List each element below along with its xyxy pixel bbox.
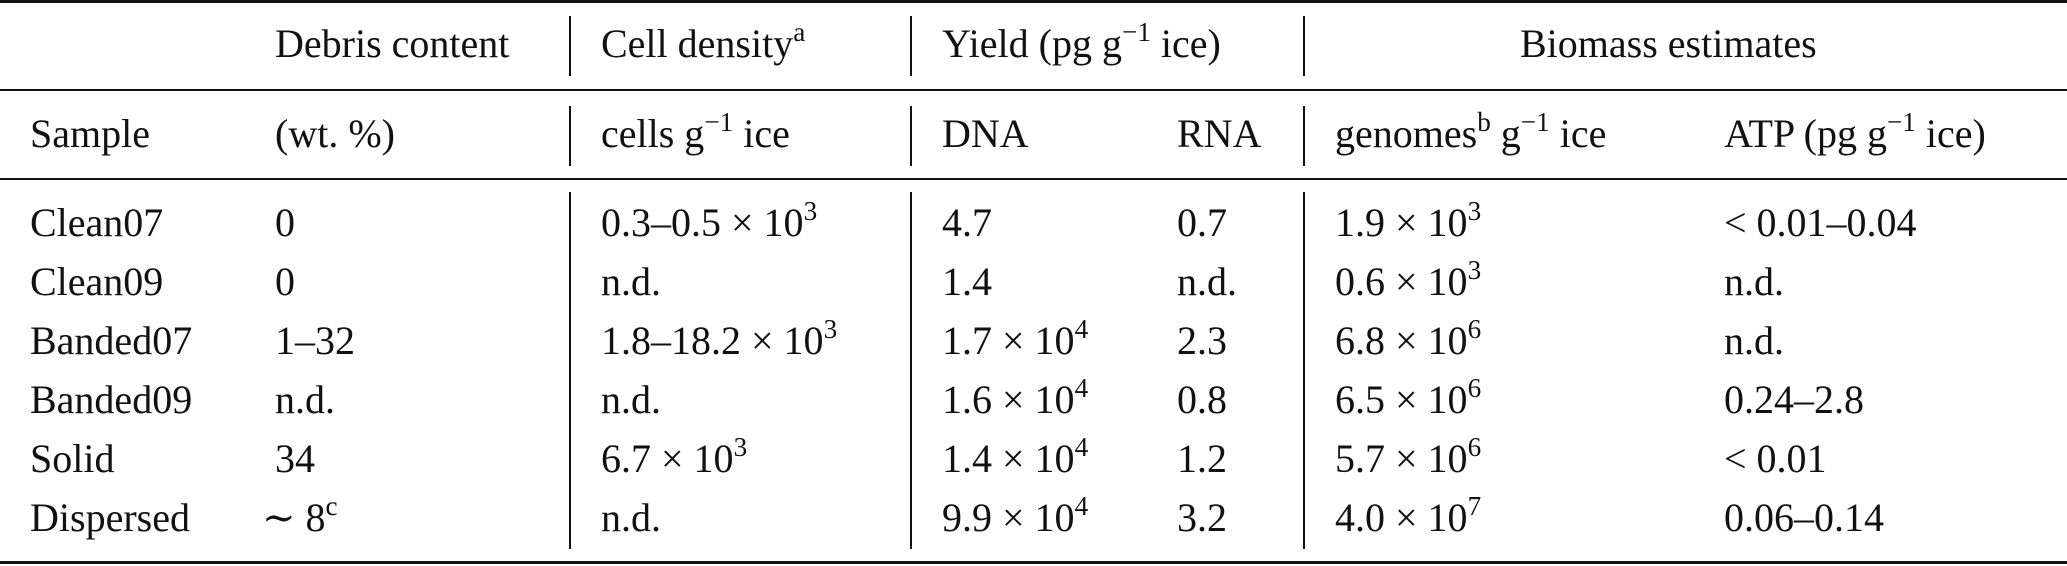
table-row: Dispersed ∼ 8c n.d. 9.9 × 104 3.2 4.0 × … bbox=[0, 491, 2067, 554]
cell-genomes: 1.9 × 103 bbox=[1335, 196, 1482, 245]
header-atp: ATP (pg g−1 ice) bbox=[1724, 107, 1986, 156]
column-divider bbox=[569, 192, 571, 549]
cell-atp: n.d. bbox=[1724, 318, 1784, 363]
header-bottom-rule bbox=[0, 178, 2067, 180]
cell-rna: 0.8 bbox=[1177, 377, 1227, 422]
header-yield: Yield (pg g−1 ice) bbox=[942, 17, 1221, 66]
column-divider bbox=[1303, 192, 1305, 549]
column-divider bbox=[910, 192, 912, 549]
cell-cells: n.d. bbox=[601, 377, 661, 422]
header-cells-per-gram: cells g−1 ice bbox=[601, 107, 790, 156]
cell-rna: n.d. bbox=[1177, 259, 1237, 304]
column-divider bbox=[1303, 106, 1305, 166]
cell-sample: Clean09 bbox=[30, 259, 164, 304]
cell-debris: 0 bbox=[275, 200, 295, 245]
cell-dna: 9.9 × 104 bbox=[942, 491, 1089, 540]
cell-debris: 34 bbox=[275, 436, 315, 481]
cell-dna: 1.7 × 104 bbox=[942, 314, 1089, 363]
cell-genomes: 0.6 × 103 bbox=[1335, 255, 1482, 304]
cell-sample: Banded09 bbox=[30, 377, 193, 422]
cell-debris: 1–32 bbox=[275, 318, 355, 363]
cell-debris: ∼ 8c bbox=[262, 491, 338, 540]
column-divider bbox=[910, 16, 912, 76]
header-rna: RNA bbox=[1177, 111, 1262, 156]
top-rule bbox=[0, 0, 2067, 3]
cell-rna: 3.2 bbox=[1177, 495, 1227, 540]
cell-debris: 0 bbox=[275, 259, 295, 304]
cell-debris: n.d. bbox=[275, 377, 335, 422]
cell-dna: 1.6 × 104 bbox=[942, 373, 1089, 422]
cell-rna: 1.2 bbox=[1177, 436, 1227, 481]
cell-dna: 4.7 bbox=[942, 200, 992, 245]
cell-cells: 1.8–18.2 × 103 bbox=[601, 314, 838, 363]
cell-atp: 0.06–0.14 bbox=[1724, 495, 1884, 540]
column-divider bbox=[569, 106, 571, 166]
cell-sample: Clean07 bbox=[30, 200, 164, 245]
column-divider bbox=[910, 106, 912, 166]
header-debris-content: Debris content bbox=[275, 21, 510, 66]
cell-sample: Dispersed bbox=[30, 495, 190, 540]
header-biomass-estimates: Biomass estimates bbox=[1520, 21, 1817, 66]
cell-dna: 1.4 × 104 bbox=[942, 432, 1089, 481]
cell-genomes: 6.8 × 106 bbox=[1335, 314, 1482, 363]
cell-dna: 1.4 bbox=[942, 259, 992, 304]
cell-rna: 2.3 bbox=[1177, 318, 1227, 363]
bottom-rule bbox=[0, 561, 2067, 564]
table-row: Solid 34 6.7 × 103 1.4 × 104 1.2 5.7 × 1… bbox=[0, 432, 2067, 495]
cell-atp: < 0.01–0.04 bbox=[1724, 200, 1917, 245]
cell-genomes: 4.0 × 107 bbox=[1335, 491, 1482, 540]
cell-genomes: 6.5 × 106 bbox=[1335, 373, 1482, 422]
cell-cells: n.d. bbox=[601, 495, 661, 540]
table-row: Clean07 0 0.3–0.5 × 103 4.7 0.7 1.9 × 10… bbox=[0, 196, 2067, 259]
table-row: Clean09 0 n.d. 1.4 n.d. 0.6 × 103 n.d. bbox=[0, 255, 2067, 318]
cell-sample: Banded07 bbox=[30, 318, 193, 363]
cell-atp: 0.24–2.8 bbox=[1724, 377, 1864, 422]
cell-cells: n.d. bbox=[601, 259, 661, 304]
cell-atp: n.d. bbox=[1724, 259, 1784, 304]
header-rule bbox=[0, 89, 2067, 91]
cell-rna: 0.7 bbox=[1177, 200, 1227, 245]
header-debris-unit: (wt. %) bbox=[275, 111, 395, 156]
header-genomes: genomesb g−1 ice bbox=[1335, 107, 1607, 156]
cell-genomes: 5.7 × 106 bbox=[1335, 432, 1482, 481]
cell-atp: < 0.01 bbox=[1724, 436, 1827, 481]
table-row: Banded07 1–32 1.8–18.2 × 103 1.7 × 104 2… bbox=[0, 314, 2067, 377]
header-cell-density: Cell densitya bbox=[601, 17, 806, 66]
header-dna: DNA bbox=[942, 111, 1029, 156]
cell-cells: 6.7 × 103 bbox=[601, 432, 748, 481]
table-row: Banded09 n.d. n.d. 1.6 × 104 0.8 6.5 × 1… bbox=[0, 373, 2067, 436]
header-sample: Sample bbox=[30, 111, 150, 156]
cell-sample: Solid bbox=[30, 436, 115, 481]
column-divider bbox=[1303, 16, 1305, 76]
cell-cells: 0.3–0.5 × 103 bbox=[601, 196, 818, 245]
column-divider bbox=[569, 16, 571, 76]
